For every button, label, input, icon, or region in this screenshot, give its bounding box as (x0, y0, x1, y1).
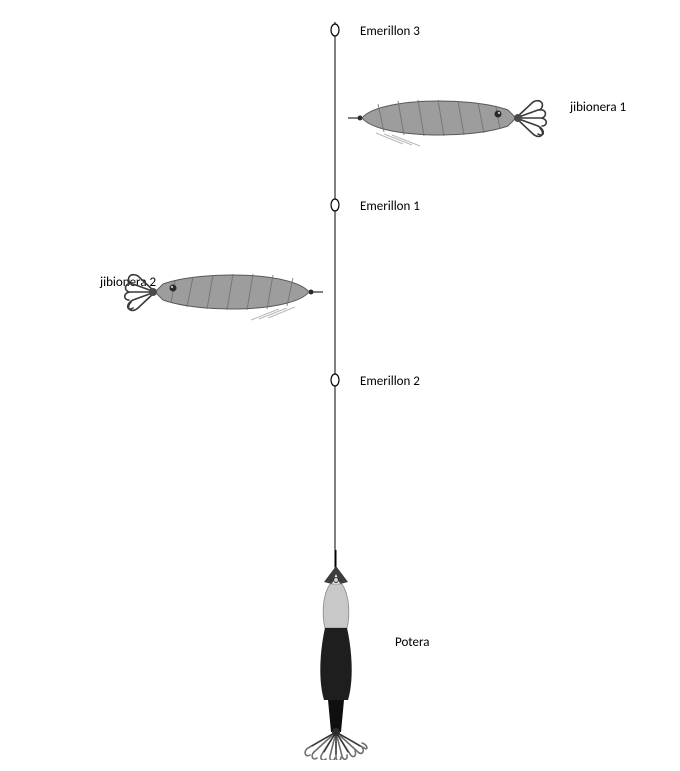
emerillon-1-swivel (330, 198, 340, 212)
emerillon-2-swivel (330, 373, 340, 387)
jibionera-1-label: jibionera 1 (570, 100, 626, 115)
emerillon-1-label: Emerillon 1 (360, 199, 420, 214)
fishing-rig-diagram: Emerillon 3 Emerillon 1 Emerillon 2 jibi… (0, 0, 680, 771)
potera-label: Potera (395, 635, 430, 650)
jibionera-2 (108, 262, 323, 322)
jibionera-1 (348, 88, 563, 148)
emerillon-2-label: Emerillon 2 (360, 374, 420, 389)
emerillon-3-label: Emerillon 3 (360, 24, 420, 39)
emerillon-3-swivel (330, 23, 340, 37)
potera (300, 550, 372, 760)
